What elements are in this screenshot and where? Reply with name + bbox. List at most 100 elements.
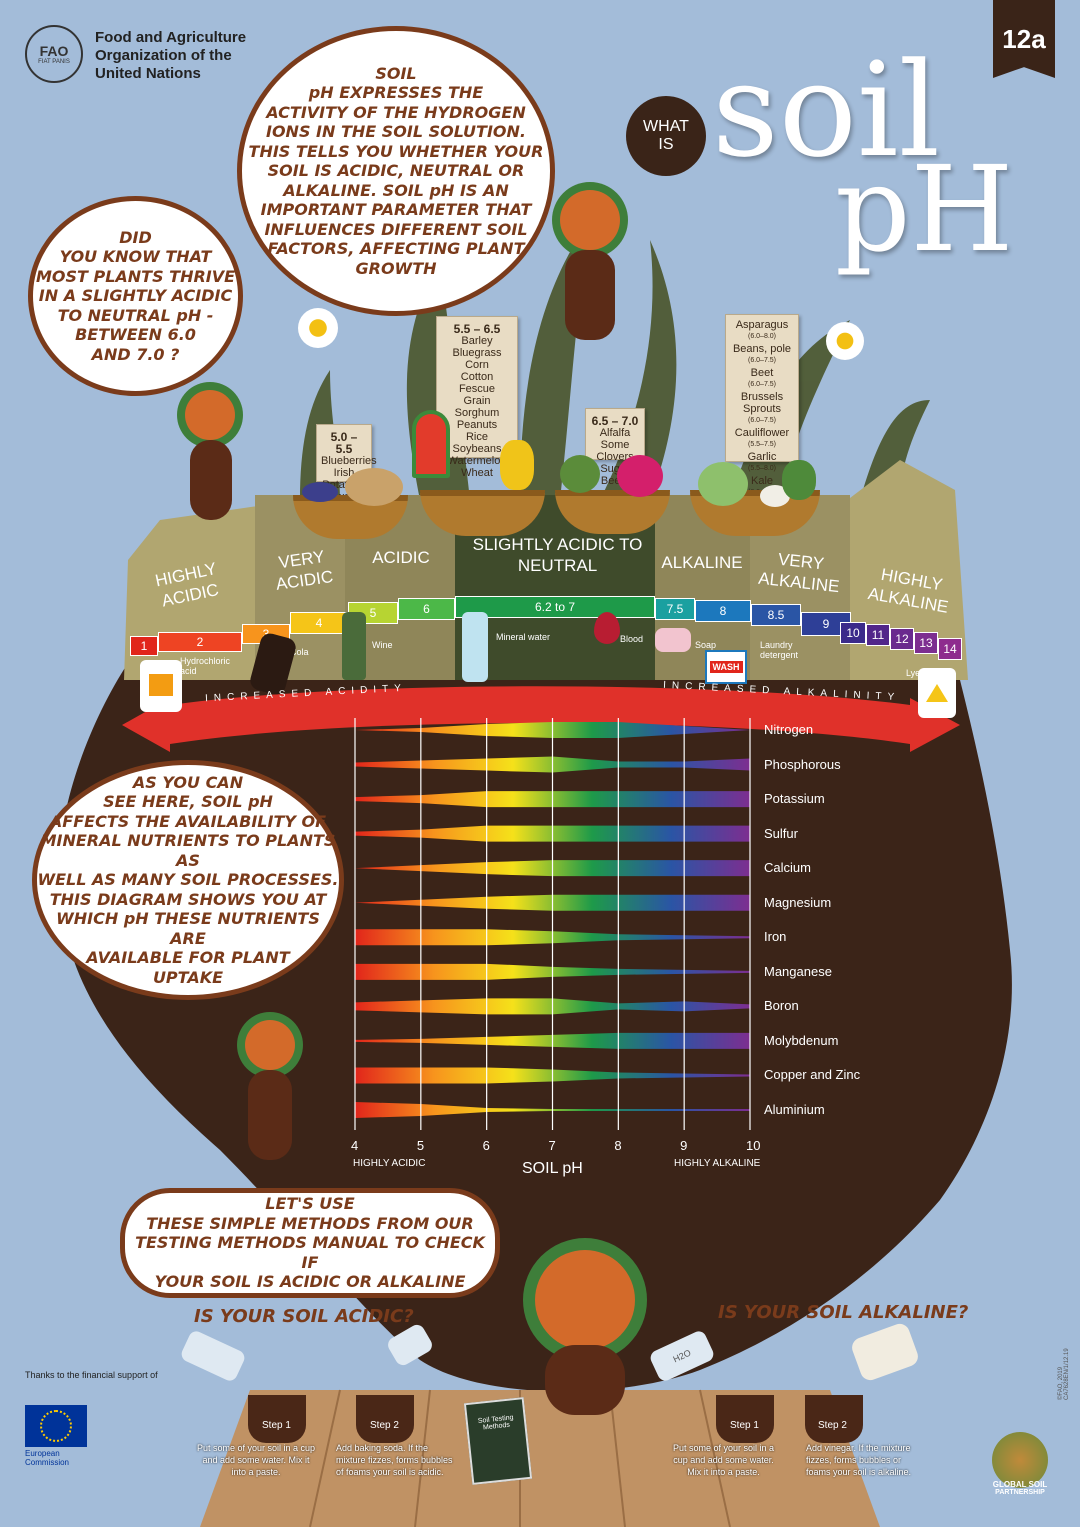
did-you-know-bubble-line: TO NEUTRAL pH - bbox=[57, 305, 214, 325]
support-text: Thanks to the financial support of bbox=[25, 1370, 158, 1380]
soap-icon bbox=[655, 628, 691, 652]
alk-step1-text: Put some of your soil in a cup and add s… bbox=[672, 1443, 775, 1477]
example-mineral-water: Mineral water bbox=[496, 632, 551, 642]
crop-name: Wheat bbox=[461, 467, 493, 479]
soil-character-left bbox=[185, 390, 235, 440]
fao-logo: FAO FIAT PANIS bbox=[25, 25, 83, 83]
eu-logo: European Commission bbox=[25, 1405, 143, 1469]
crop-name: Brussels Sprouts bbox=[740, 391, 784, 415]
lets-use-bubble: LET'S USE THESE SIMPLE METHODS FROM OUR TE… bbox=[120, 1188, 500, 1298]
nutrient-label: Potassium bbox=[764, 791, 825, 807]
cup-acid-step2 bbox=[356, 1395, 414, 1443]
nutrient-label: Phosphorous bbox=[764, 756, 841, 772]
soil-character-middle bbox=[245, 1020, 295, 1070]
did-you-know-bubble: DID YOU KNOW THAT MOST PLANTS THRIVE IN A S… bbox=[28, 196, 243, 396]
intro-bubble-line: GROWTH bbox=[355, 258, 437, 278]
did-you-know-bubble-line: MOST PLANTS THRIVE bbox=[35, 266, 236, 286]
beet-icon bbox=[617, 455, 663, 497]
intro-bubble-line: INFLUENCES DIFFERENT SOIL bbox=[264, 219, 528, 239]
crop-name: Rice bbox=[465, 431, 488, 443]
example-cola: Cola bbox=[290, 647, 309, 657]
lye-bottle-icon bbox=[918, 668, 956, 718]
did-you-know-bubble-line: IN A SLIGHTLY ACIDIC bbox=[38, 286, 233, 306]
did-you-know-bubble-line: AND 7.0 ? bbox=[91, 344, 180, 364]
soil-character-top bbox=[560, 190, 620, 250]
crop-range: (6.0–7.5) bbox=[747, 417, 777, 424]
as-you-can-see-bubble-line: MINERAL NUTRIENTS TO PLANTS AS bbox=[40, 831, 336, 870]
crop-card-alkaline: Asparagus (6.0–8.0) Beans, pole (6.0–7.5) Be… bbox=[725, 314, 799, 520]
zone-alkaline: ALKALINE bbox=[661, 552, 743, 572]
blueberries-icon bbox=[302, 482, 338, 502]
kale-icon bbox=[782, 460, 816, 500]
potato-icon bbox=[345, 468, 403, 506]
example-wine: Wine bbox=[372, 640, 393, 650]
org-name: Food and Agriculture Organization of the… bbox=[95, 29, 247, 82]
zone-slightly-acidic-neutral: SLIGHTLY ACIDIC TO NEUTRAL bbox=[472, 535, 643, 575]
example-lye: Lye bbox=[906, 668, 921, 678]
axis-left-label: HIGHLY ACIDIC bbox=[353, 1158, 426, 1169]
as-you-can-see-bubble-line: THIS DIAGRAM SHOWS YOU AT bbox=[49, 889, 327, 909]
x-axis-title: SOIL pH bbox=[522, 1160, 583, 1177]
alk-step1-label: Step 1 bbox=[730, 1420, 759, 1431]
intro-bubble-line: FACTORS, AFFECTING PLANT bbox=[267, 239, 525, 259]
example-laundry-detergent: Laundry detergent bbox=[760, 640, 799, 660]
flower-icon bbox=[826, 322, 864, 360]
title-ph: pH bbox=[835, 140, 1014, 278]
intro-bubble-line: ACTIVITY OF THE HYDROGEN bbox=[266, 102, 526, 122]
crop-card-range: 5.5 – 6.5 bbox=[453, 322, 501, 336]
detergent-box-icon: WASH bbox=[705, 650, 747, 684]
alk-step2-text: Add vinegar. If the mixture fizzes, form… bbox=[806, 1443, 912, 1477]
soil-character-body bbox=[565, 250, 615, 340]
cabbage-icon bbox=[698, 462, 748, 506]
lets-use-bubble-line: THESE SIMPLE METHODS FROM OUR bbox=[146, 1213, 474, 1233]
crop-range: (6.0–8.0) bbox=[747, 333, 777, 340]
intro-bubble-line: pH EXPRESSES THE bbox=[308, 83, 484, 103]
what-is-badge: WHAT IS bbox=[626, 96, 706, 176]
as-you-can-see-bubble-line: AVAILABLE FOR PLANT bbox=[86, 948, 290, 968]
soil-character-middle-body bbox=[248, 1070, 292, 1160]
ph-cell-2: 2 bbox=[158, 632, 242, 652]
nutrient-label: Magnesium bbox=[764, 894, 832, 910]
alfalfa-icon bbox=[560, 455, 600, 493]
zone-acidic: ACIDIC bbox=[372, 547, 430, 567]
ph-cell-1: 1 bbox=[130, 636, 158, 656]
ph-cell-13: 13 bbox=[914, 632, 938, 654]
corn-icon bbox=[500, 440, 534, 490]
alkaline-question: IS YOUR SOIL ALKALINE? bbox=[718, 1302, 969, 1323]
fao-logo-letters: FAO bbox=[39, 43, 69, 59]
water-label: H2O bbox=[671, 1347, 693, 1365]
gsp-globe-icon bbox=[992, 1432, 1048, 1488]
ph-cell-8.5: 8.5 bbox=[751, 604, 801, 626]
acid-step2-text: Add baking soda. If the mixture fizzes, … bbox=[336, 1443, 453, 1477]
crop-name: Cauliflower bbox=[734, 427, 790, 439]
acid-step2-label: Step 2 bbox=[370, 1420, 399, 1431]
x-tick-label: 6 bbox=[482, 1138, 490, 1153]
crop-name: Soybeans bbox=[452, 443, 502, 455]
ph-cell-12: 12 bbox=[890, 628, 914, 650]
example-soap: Soap bbox=[695, 640, 717, 650]
example-blood: Blood bbox=[620, 634, 644, 644]
as-you-can-see-bubble-line: WHICH pH THESE NUTRIENTS ARE bbox=[56, 909, 320, 948]
acidity-arrow bbox=[122, 686, 960, 752]
cup-alk-step2 bbox=[805, 1395, 863, 1443]
lets-use-bubble-line: YOUR SOIL IS ACIDIC OR ALKALINE bbox=[154, 1272, 466, 1292]
crop-name: Beans, pole bbox=[732, 343, 792, 355]
as-you-can-see-bubble-line: SEE HERE, SOIL pH bbox=[103, 792, 273, 812]
flower-icon bbox=[298, 308, 338, 348]
hydrochloric-acid-bottle-icon bbox=[140, 660, 182, 712]
watermelon-icon bbox=[412, 410, 450, 478]
as-you-can-see-bubble: AS YOU CAN SEE HERE, SOIL pH AFFECTS THE A… bbox=[32, 760, 344, 1000]
ph-cell-11: 11 bbox=[866, 624, 890, 646]
crop-name: Cotton bbox=[460, 371, 494, 383]
x-tick-label: 7 bbox=[548, 1138, 556, 1153]
x-tick-label: 8 bbox=[614, 1138, 622, 1153]
ph-cell-7.5: 7.5 bbox=[655, 598, 695, 620]
nutrient-label: Nitrogen bbox=[764, 722, 814, 737]
nutrient-label: Iron bbox=[764, 929, 787, 945]
crop-range: (6.0–7.5) bbox=[747, 381, 777, 388]
title-soil: soil bbox=[712, 34, 941, 186]
crop-range: (6.0–7.5) bbox=[747, 357, 777, 364]
cup-alk-step1 bbox=[716, 1395, 774, 1443]
copyright-note: ©FAO, 2019 CA7628EN/1/12.19 bbox=[1058, 1348, 1070, 1400]
